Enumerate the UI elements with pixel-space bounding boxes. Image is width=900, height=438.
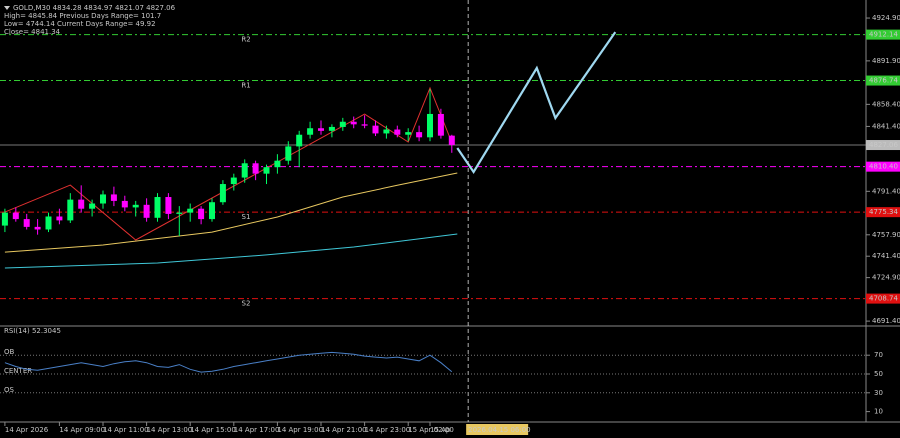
candle-body [362, 124, 368, 125]
candle-body [318, 128, 324, 131]
candle-body [24, 219, 30, 227]
y-tick-label: 4924.90 [872, 14, 900, 22]
candle-body [13, 213, 19, 219]
candle-body [264, 167, 270, 173]
y-tick-label: 4757.90 [872, 231, 900, 239]
candle-body [351, 122, 357, 125]
candle-body [67, 200, 73, 221]
candle-body [383, 130, 389, 134]
candle-body [209, 202, 215, 219]
level-label: 4876.74 [869, 77, 898, 85]
rsi-y-tick-label: 70 [874, 351, 883, 359]
y-tick-label: 4791.40 [872, 187, 900, 195]
header-line: GOLD,M30 4834.28 4834.97 4821.07 4827.06 [13, 4, 176, 12]
candle-body [165, 197, 171, 214]
candle-body [416, 132, 422, 137]
candle-body [438, 114, 444, 136]
level-label: 4912.14 [869, 31, 898, 39]
rsi-y-tick-label: 10 [874, 408, 883, 416]
x-tick-label: 14 Apr 15:00 [190, 426, 236, 434]
header-line: High= 4845.84 Previous Days Range= 101.7 [4, 12, 161, 20]
rsi-level-label: CENTER [4, 367, 32, 375]
candle-body [296, 135, 302, 147]
candle-body [46, 216, 52, 229]
y-tick-label: 4841.40 [872, 122, 900, 130]
rsi-level-label: OS [4, 386, 15, 394]
candle-body [231, 178, 237, 184]
x-tick-label: 14 Apr 2026 [5, 426, 49, 434]
y-tick-label: 4858.40 [872, 100, 900, 108]
candle-body [373, 126, 379, 134]
y-tick-label: 4741.40 [872, 252, 900, 260]
header-line: Low= 4744.14 Current Days Range= 49.92 [4, 20, 156, 28]
candle-body [111, 194, 117, 200]
y-tick-label: 4891.90 [872, 57, 900, 65]
x-tick-label: 14 Apr 17:00 [234, 426, 280, 434]
candle-body [144, 205, 150, 218]
level-name: S1 [242, 213, 251, 221]
candle-body [220, 184, 226, 202]
candle-body [340, 122, 346, 127]
candle-body [89, 204, 95, 209]
candle-body [56, 216, 62, 220]
candle-body [405, 132, 411, 135]
level-name: S2 [242, 300, 251, 308]
candle-body [394, 130, 400, 135]
candle-body [2, 213, 8, 226]
candle-body [242, 163, 248, 177]
candle-body [329, 127, 335, 131]
x-tick-label: 14 Apr 23:00 [365, 426, 411, 434]
level-label: 4810.40 [869, 163, 898, 171]
candle-body [78, 200, 84, 209]
current-price-label: 4827.06 [869, 141, 898, 149]
level-name: R1 [241, 82, 250, 90]
y-tick-label: 4724.90 [872, 274, 900, 282]
candle-body [274, 161, 280, 167]
candle-body [133, 205, 139, 208]
x-tick-label: 14 Apr 09:00 [59, 426, 105, 434]
candle-body [187, 209, 193, 213]
candle-body [122, 201, 128, 207]
x-tick-label: 14 Apr 19:00 [277, 426, 323, 434]
candle-body [285, 146, 291, 160]
rsi-y-tick-label: 30 [874, 389, 883, 397]
rsi-level-label: OB [4, 348, 15, 356]
x-tick-label: 14 Apr 11:00 [103, 426, 149, 434]
x-tick-label: 14 Apr 13:00 [147, 426, 193, 434]
time-marker-label: 2026.04.15 06:00 [468, 426, 530, 434]
candle-body [253, 163, 259, 173]
rsi-y-tick-label: 50 [874, 370, 883, 378]
candle-body [35, 227, 41, 230]
candle-body [100, 194, 106, 203]
x-tick-label: 15 Ap [430, 426, 451, 434]
y-tick-label: 4691.40 [872, 317, 900, 325]
level-label: 4708.74 [869, 295, 898, 303]
level-name: R2 [241, 36, 250, 44]
candle-body [449, 136, 455, 145]
rsi-title: RSI(14) 52.3045 [4, 327, 61, 335]
candle-body [198, 209, 204, 219]
candle-body [155, 197, 161, 218]
candle-body [307, 128, 313, 134]
x-tick-label: 14 Apr 21:00 [321, 426, 367, 434]
candle-body [176, 213, 182, 214]
level-label: 4775.34 [869, 208, 898, 216]
candle-body [427, 114, 433, 137]
